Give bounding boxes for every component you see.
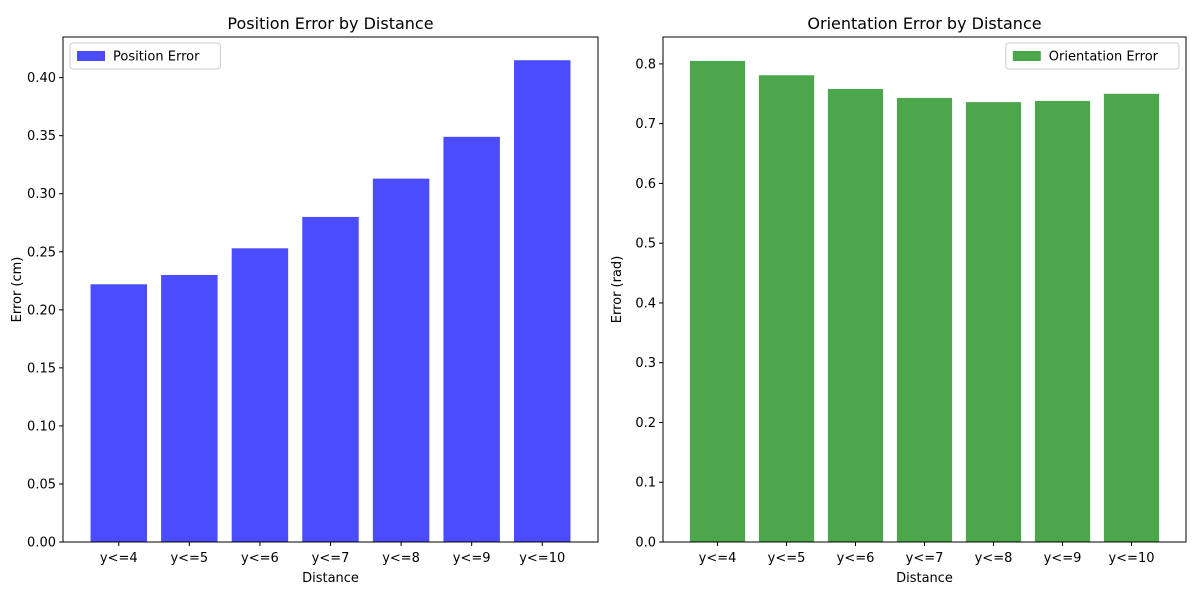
y-tick-label: 0.8	[635, 57, 656, 72]
y-tick-label: 0.30	[27, 187, 56, 202]
x-tick-label: y<=5	[768, 551, 806, 566]
y-tick-label: 0.05	[27, 477, 56, 492]
y-axis-label: Error (cm)	[10, 257, 25, 323]
y-tick-label: 0.3	[635, 356, 656, 371]
y-tick-label: 0.10	[27, 419, 56, 434]
x-axis-label: Distance	[896, 571, 953, 586]
legend-label: Orientation Error	[1049, 50, 1159, 65]
bar-y<=4	[689, 60, 746, 542]
y-tick-label: 0.40	[27, 71, 56, 86]
x-tick-label: y<=6	[837, 551, 875, 566]
bar-y<=7	[896, 97, 953, 543]
y-tick-label: 0.00	[27, 536, 56, 551]
y-tick-label: 0.6	[635, 177, 656, 192]
x-tick-label: y<=10	[1108, 551, 1154, 566]
bar-y<=6	[827, 88, 884, 543]
x-tick-label: y<=4	[100, 551, 138, 566]
legend-box	[69, 42, 221, 70]
x-tick-label: y<=5	[170, 551, 208, 566]
y-tick-label: 0.15	[27, 361, 56, 376]
bar-y<=10	[514, 60, 571, 542]
bar-y<=9	[1034, 100, 1091, 542]
bar-y<=10	[1103, 93, 1160, 542]
y-tick-label: 0.7	[635, 117, 656, 132]
y-tick-label: 0.4	[635, 296, 656, 311]
legend: Position Error	[69, 42, 221, 70]
y-tick-label: 0.25	[27, 245, 56, 260]
y-tick-label: 0.20	[27, 303, 56, 318]
x-tick-label: y<=8	[975, 551, 1013, 566]
y-tick-label: 0.5	[635, 237, 656, 252]
x-tick-label: y<=7	[312, 551, 350, 566]
legend-box	[1005, 42, 1180, 70]
bar-y<=4	[90, 284, 147, 542]
chart-panel-2: y<=4 y<=5 y<=6 y<=7 y<=8 y<=9 y<=10 0.0 0.1 0.2 0.…	[610, 14, 1187, 586]
bar-y<=8	[965, 102, 1022, 542]
legend-label: Position Error	[113, 50, 200, 65]
bar-y<=8	[372, 178, 430, 542]
x-tick-label: y<=9	[1044, 551, 1082, 566]
bar-y<=5	[758, 75, 815, 542]
x-tick-label: y<=4	[699, 551, 737, 566]
bar-y<=6	[231, 248, 289, 543]
x-tick-label: y<=10	[519, 551, 565, 566]
bar-y<=5	[161, 274, 218, 542]
x-axis-label: Distance	[302, 571, 359, 586]
x-tick-label: y<=6	[241, 551, 279, 566]
chart-title: Orientation Error by Distance	[807, 14, 1041, 33]
y-tick-label: 0.1	[635, 476, 656, 491]
x-tick-label: y<=9	[453, 551, 491, 566]
bar-y<=9	[443, 136, 500, 542]
y-tick-label: 0.0	[635, 536, 656, 551]
x-tick-label: y<=7	[906, 551, 944, 566]
x-tick-label: y<=8	[382, 551, 420, 566]
legend-swatch	[77, 51, 105, 61]
y-axis-label: Error (rad)	[610, 256, 625, 324]
legend: Orientation Error	[1005, 42, 1180, 70]
chart-title: Position Error by Distance	[227, 14, 433, 33]
y-tick-label: 0.35	[27, 129, 56, 144]
chart-panel-1: y<=4 y<=5 y<=6 y<=7 y<=8 y<=9 y<=10 0.00 0.05 0.1…	[10, 14, 599, 586]
y-tick-label: 0.2	[635, 416, 656, 431]
bar-y<=7	[302, 216, 359, 542]
legend-swatch	[1012, 51, 1041, 61]
